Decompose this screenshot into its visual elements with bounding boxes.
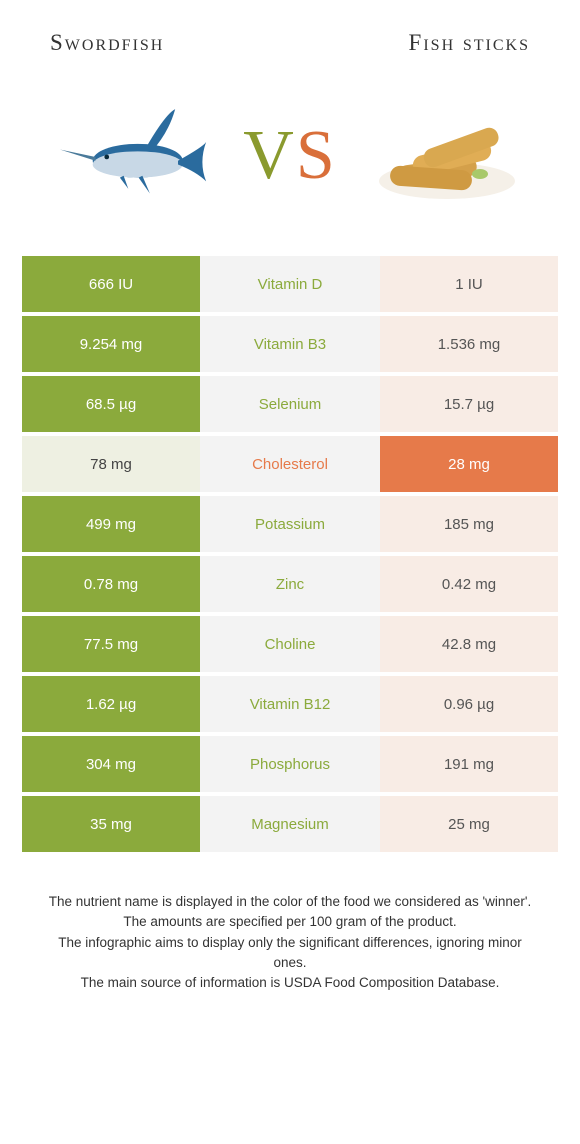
note-line: The infographic aims to display only the… (40, 933, 540, 974)
value-left: 9.254 mg (22, 316, 200, 372)
table-row: 68.5 µgSelenium15.7 µg (22, 376, 558, 432)
vs-s: S (296, 117, 337, 194)
value-right: 28 mg (380, 436, 558, 492)
value-left: 77.5 mg (22, 616, 200, 672)
value-left: 35 mg (22, 796, 200, 852)
table-row: 666 IUVitamin D1 IU (22, 256, 558, 312)
vs-v: V (243, 117, 296, 194)
table-row: 1.62 µgVitamin B120.96 µg (22, 676, 558, 732)
nutrient-label: Cholesterol (200, 436, 380, 492)
nutrient-label: Vitamin D (200, 256, 380, 312)
value-left: 0.78 mg (22, 556, 200, 612)
nutrient-label: Vitamin B12 (200, 676, 380, 732)
value-left: 304 mg (22, 736, 200, 792)
value-right: 15.7 µg (380, 376, 558, 432)
note-line: The amounts are specified per 100 gram o… (40, 912, 540, 932)
value-right: 0.96 µg (380, 676, 558, 732)
table-row: 499 mgPotassium185 mg (22, 496, 558, 552)
title-right: Fish sticks (409, 30, 530, 56)
nutrient-label: Magnesium (200, 796, 380, 852)
notes: The nutrient name is displayed in the co… (40, 892, 540, 993)
value-right: 42.8 mg (380, 616, 558, 672)
note-line: The main source of information is USDA F… (40, 973, 540, 993)
table-row: 35 mgMagnesium25 mg (22, 796, 558, 852)
comparison-table: 666 IUVitamin D1 IU9.254 mgVitamin B31.5… (22, 256, 558, 852)
images-row: VS (0, 66, 580, 256)
table-row: 77.5 mgCholine42.8 mg (22, 616, 558, 672)
value-right: 25 mg (380, 796, 558, 852)
header: Swordfish Fish sticks (0, 0, 580, 66)
value-left: 68.5 µg (22, 376, 200, 432)
table-row: 0.78 mgZinc0.42 mg (22, 556, 558, 612)
table-row: 9.254 mgVitamin B31.536 mg (22, 316, 558, 372)
nutrient-label: Choline (200, 616, 380, 672)
value-left: 78 mg (22, 436, 200, 492)
nutrient-label: Phosphorus (200, 736, 380, 792)
value-right: 1.536 mg (380, 316, 558, 372)
vs-label: VS (243, 116, 337, 196)
value-right: 0.42 mg (380, 556, 558, 612)
nutrient-label: Vitamin B3 (200, 316, 380, 372)
value-left: 499 mg (22, 496, 200, 552)
nutrient-label: Zinc (200, 556, 380, 612)
nutrient-label: Potassium (200, 496, 380, 552)
nutrient-label: Selenium (200, 376, 380, 432)
table-row: 304 mgPhosphorus191 mg (22, 736, 558, 792)
swordfish-image (58, 91, 208, 221)
value-left: 666 IU (22, 256, 200, 312)
table-row: 78 mgCholesterol28 mg (22, 436, 558, 492)
fish-sticks-image (372, 106, 522, 206)
title-left: Swordfish (50, 30, 164, 56)
value-left: 1.62 µg (22, 676, 200, 732)
value-right: 1 IU (380, 256, 558, 312)
note-line: The nutrient name is displayed in the co… (40, 892, 540, 912)
value-right: 185 mg (380, 496, 558, 552)
value-right: 191 mg (380, 736, 558, 792)
